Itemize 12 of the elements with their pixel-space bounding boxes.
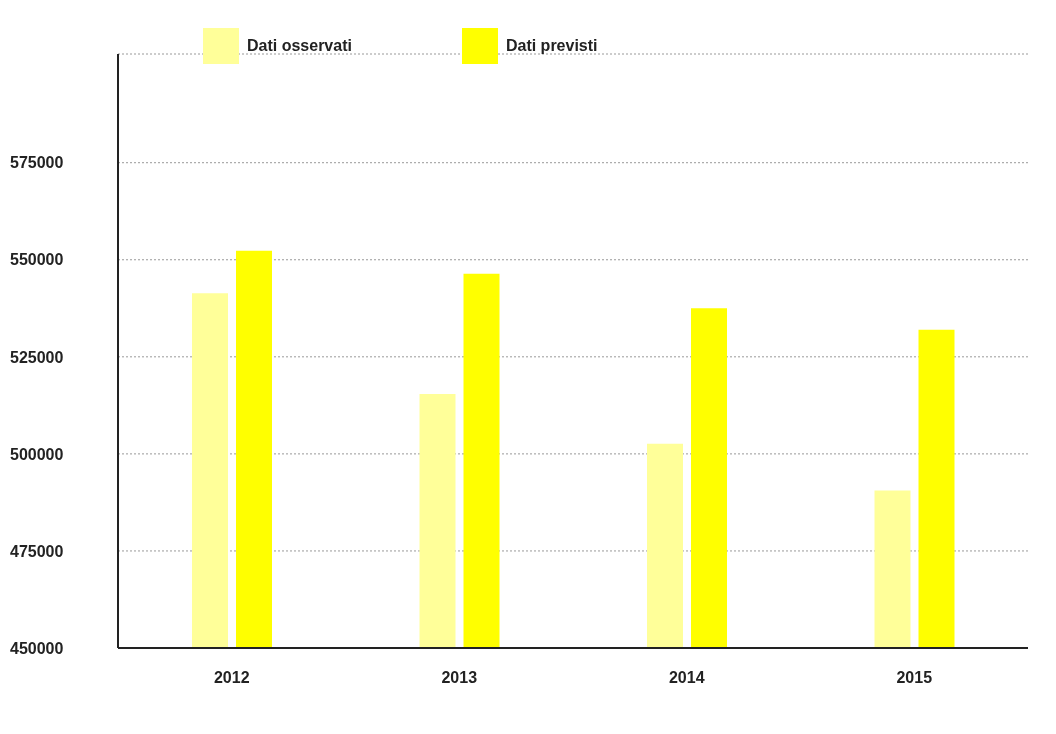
x-tick-label: 2012 [213, 669, 250, 687]
y-tick-label: 450000 [10, 639, 64, 657]
y-tick-label: 500000 [10, 445, 64, 463]
y-tick-label: 525000 [10, 348, 64, 366]
x-tick-label: 2015 [896, 669, 933, 687]
x-tick-label: 2014 [668, 669, 705, 687]
x-tick-label: 2013 [441, 669, 478, 687]
legend-label: Dati previsti [505, 37, 598, 55]
y-tick-label: 575000 [10, 154, 64, 172]
y-tick-label: 475000 [10, 542, 64, 560]
y-tick-label: 550000 [10, 251, 64, 269]
legend-label: Dati osservati [247, 37, 352, 55]
